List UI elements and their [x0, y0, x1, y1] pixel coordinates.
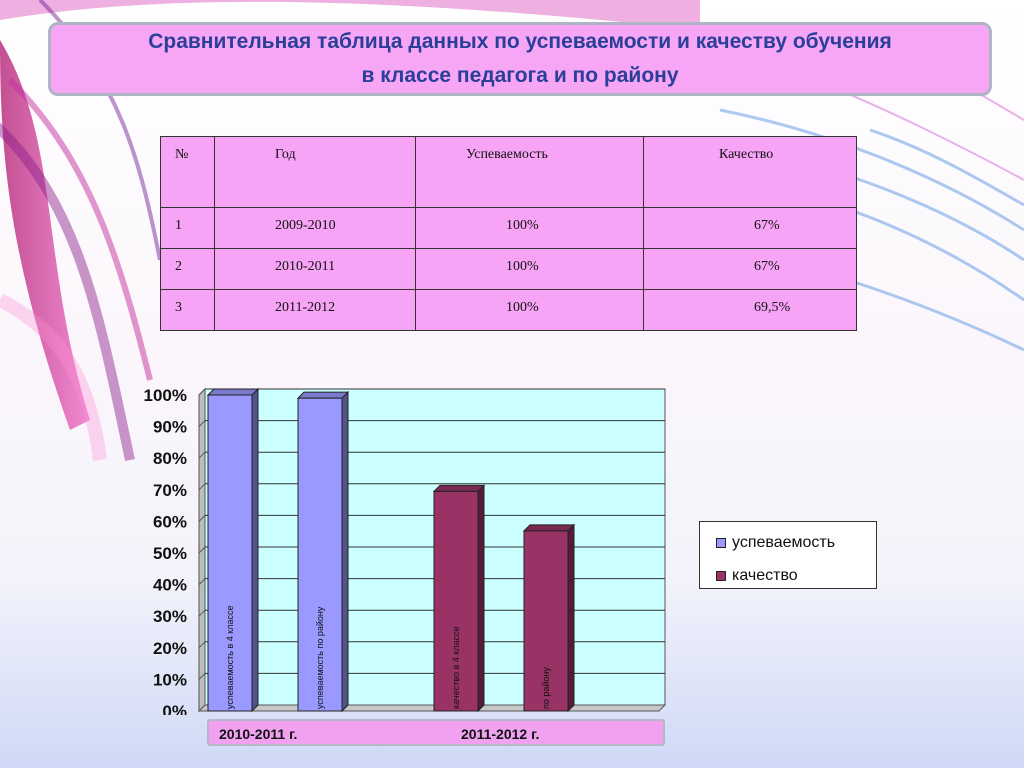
bar [207, 394, 253, 712]
cell-performance: 100% [415, 248, 644, 290]
data-table: № Год Успеваемость Качество 1 2009-2010 … [160, 136, 857, 331]
gridline-side [198, 578, 206, 585]
header-quality: Качество [643, 136, 857, 208]
plot-floor [197, 704, 667, 712]
bar-label: качество в 4 классе [451, 626, 461, 709]
cell-number: 3 [160, 289, 215, 331]
legend-item-quality: качество [716, 562, 876, 589]
cell-performance: 100% [415, 207, 644, 249]
y-tick-label: 40% [153, 576, 187, 595]
y-tick-label: 50% [153, 544, 187, 563]
bar-side [567, 523, 575, 713]
gridline-side [198, 609, 206, 617]
bar [297, 397, 343, 712]
gridline-side [198, 546, 206, 554]
y-tick-label: 20% [153, 639, 187, 658]
table-header-row: № Год Успеваемость Качество [160, 136, 857, 208]
title-box: Сравнительная таблица данных по успеваем… [48, 22, 992, 96]
bar-side [477, 484, 485, 713]
bar-side [251, 387, 259, 713]
cell-quality: 69,5% [643, 289, 857, 331]
bar [433, 490, 479, 712]
bar-side [341, 390, 349, 713]
gridline-side [198, 388, 206, 396]
y-tick-label: 30% [153, 607, 187, 626]
header-year: Год [214, 136, 416, 208]
table-row: 3 2011-2012 100% 69,5% [160, 289, 857, 331]
bar-label: успеваемость по району [315, 606, 325, 709]
table-row: 2 2010-2011 100% 67% [160, 248, 857, 290]
cell-performance: 100% [415, 289, 644, 331]
chart-legend: успеваемость качество [699, 521, 877, 589]
bar-top [522, 524, 576, 532]
bar-top [432, 484, 486, 492]
bar-chart: 0% 10% 20% 30% 40% 50% 60% 70% 80% 90% 100% успевае… [144, 386, 667, 715]
y-tick-label: 10% [153, 670, 187, 689]
legend-label-performance: успеваемость [732, 533, 836, 551]
gridline-side [198, 420, 206, 427]
cell-number: 1 [160, 207, 215, 249]
x-axis-category-box: 2010-2011 г. 2011-2012 г. [207, 719, 665, 746]
y-tick-label: 90% [153, 418, 187, 437]
header-performance: Успеваемость [415, 136, 644, 208]
legend-swatch-performance [716, 537, 726, 548]
gridline-side [198, 515, 206, 522]
cell-year: 2009-2010 [214, 207, 416, 249]
y-tick-label: 100% [144, 386, 187, 405]
page-title-line-2: в классе педагога и по району [361, 64, 679, 87]
page-title-line-1: Сравнительная таблица данных по успеваем… [148, 30, 892, 53]
cell-quality: 67% [643, 207, 857, 249]
gridline-side [198, 483, 206, 491]
header-number: № [160, 136, 215, 208]
cell-number: 2 [160, 248, 215, 290]
x-category-label: 2011-2012 г. [461, 726, 540, 742]
cell-quality: 67% [643, 248, 857, 290]
y-tick-label: 80% [153, 449, 187, 468]
y-tick-label: 0% [162, 702, 187, 715]
bar-label: успеваемость в 4 классе [225, 605, 235, 709]
y-tick-label: 70% [153, 481, 187, 500]
bar [523, 530, 569, 712]
legend-label-quality: качество [732, 566, 798, 584]
legend-swatch-quality [716, 570, 726, 581]
legend-item-performance: успеваемость [716, 529, 876, 556]
gridline-side [198, 451, 206, 459]
bar-top [296, 391, 350, 399]
x-category-label: 2010-2011 г. [219, 726, 298, 742]
bar-label: по району [541, 667, 551, 709]
bar-top [206, 388, 260, 396]
cell-year: 2011-2012 [214, 289, 416, 331]
cell-year: 2010-2011 [214, 248, 416, 290]
table-row: 1 2009-2010 100% 67% [160, 207, 857, 249]
y-tick-label: 60% [153, 512, 187, 531]
gridline-side [198, 673, 206, 680]
gridline-side [198, 641, 206, 649]
